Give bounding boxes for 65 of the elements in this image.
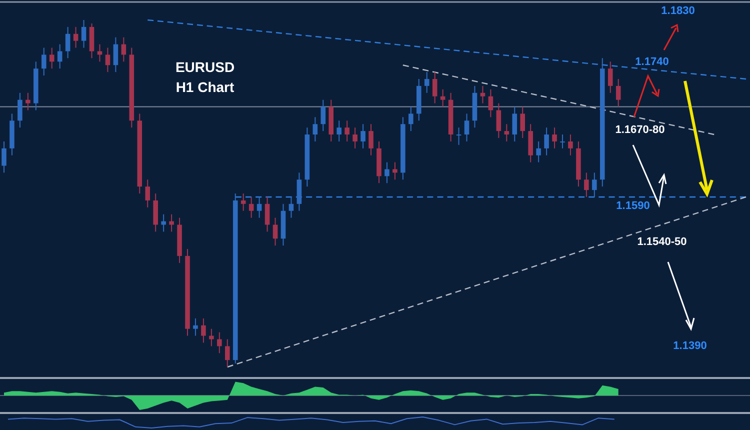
annotation: 1.1390	[673, 340, 707, 352]
candlestick	[240, 193, 246, 212]
text: H1 Chart	[176, 79, 235, 95]
candlestick	[544, 127, 549, 156]
candlestick	[616, 78, 621, 108]
candlestick	[464, 113, 470, 142]
candlestick	[209, 328, 214, 347]
candlestick	[161, 214, 166, 232]
candlestick	[320, 99, 326, 132]
candlestick	[81, 20, 86, 48]
candlestick	[496, 102, 502, 138]
candlestick	[288, 196, 294, 218]
candlestick	[336, 120, 342, 142]
candlestick	[608, 61, 613, 94]
candlestick	[440, 88, 446, 108]
candlestick	[592, 172, 597, 198]
candlestick	[408, 106, 414, 132]
text: 1.1830	[661, 5, 695, 17]
candlestick	[488, 88, 494, 118]
candlestick	[392, 162, 398, 180]
candlestick	[520, 106, 525, 138]
candlestick	[193, 318, 198, 336]
candlestick	[97, 44, 102, 62]
candlestick	[504, 124, 510, 142]
candlestick	[18, 92, 22, 128]
candlestick	[49, 47, 54, 70]
candlestick	[169, 214, 174, 232]
candlestick	[65, 26, 70, 59]
annotation: 1.1540-50	[637, 236, 687, 248]
candlestick	[256, 196, 262, 218]
candlestick	[456, 127, 462, 146]
candlestick	[105, 47, 110, 73]
candlestick	[272, 217, 278, 246]
candlestick	[584, 172, 589, 198]
annotation: 1.1670-80	[615, 124, 665, 136]
candlestick	[248, 196, 254, 218]
annotation: 1.1740	[635, 56, 669, 68]
candlestick	[344, 120, 350, 142]
candlestick	[480, 85, 486, 104]
candlestick	[512, 106, 518, 142]
candlestick	[73, 26, 78, 48]
candlestick	[568, 134, 573, 156]
candlestick	[57, 44, 62, 70]
candlestick	[432, 72, 438, 104]
candlestick	[368, 124, 374, 156]
candlestick	[312, 116, 318, 142]
annotation: 1.1590	[616, 200, 650, 212]
candlestick	[201, 318, 206, 344]
candlestick	[217, 332, 222, 354]
candlestick	[113, 36, 118, 73]
candlestick	[121, 36, 126, 62]
text: EURUSD	[175, 59, 235, 75]
candlestick	[384, 162, 390, 184]
candlestick	[2, 140, 6, 174]
candlestick	[264, 196, 270, 232]
candlestick	[360, 124, 366, 149]
candlestick	[424, 72, 430, 94]
candlestick	[560, 134, 565, 149]
candlestick	[145, 179, 150, 208]
candlestick	[536, 140, 541, 163]
candlestick	[352, 127, 358, 149]
candlestick	[41, 47, 46, 76]
candlestick	[26, 92, 30, 111]
candlestick	[225, 338, 230, 368]
candlestick	[552, 127, 557, 149]
